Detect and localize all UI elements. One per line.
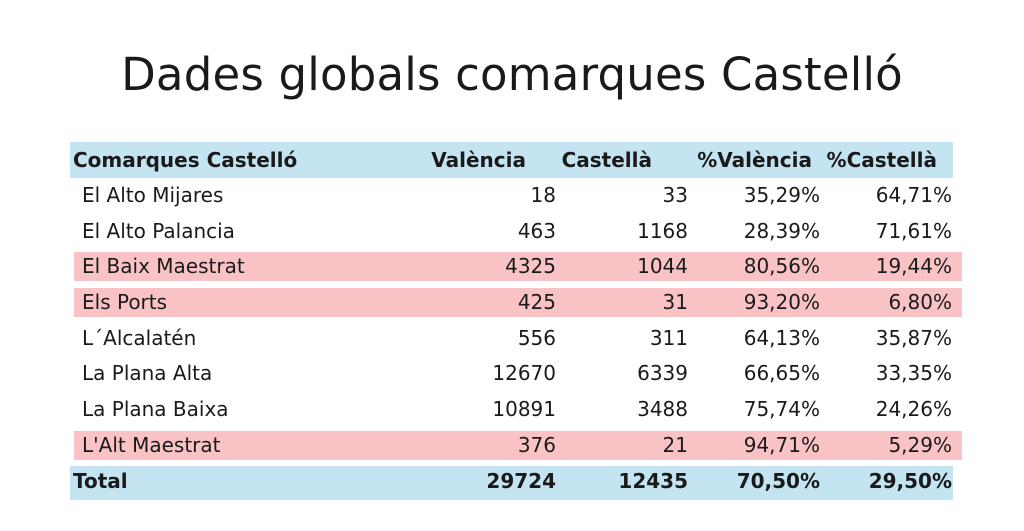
total-pct-castella: 29,50% bbox=[868, 468, 952, 493]
column-header-comarques: Comarques Castelló bbox=[73, 148, 298, 172]
cell-pct-castella: 71,61% bbox=[875, 218, 952, 243]
table-row: El Alto Palancia 463 1168 28,39% 71,61% bbox=[70, 214, 962, 250]
cell-pct-valencia: 94,71% bbox=[743, 432, 820, 457]
table-row: El Alto Mijares 18 33 35,29% 64,71% bbox=[70, 178, 962, 214]
cell-pct-valencia: 28,39% bbox=[743, 218, 820, 243]
column-header-castella: Castellà bbox=[561, 148, 652, 172]
cell-pct-valencia: 64,13% bbox=[743, 325, 820, 350]
cell-pct-castella: 5,29% bbox=[888, 432, 952, 457]
cell-castella: 21 bbox=[662, 432, 688, 457]
cell-valencia: 4325 bbox=[505, 254, 556, 279]
table-row: Els Ports 425 31 93,20% 6,80% bbox=[70, 285, 962, 321]
total-castella: 12435 bbox=[618, 468, 688, 493]
cell-castella: 1168 bbox=[637, 218, 688, 243]
cell-valencia: 10891 bbox=[492, 397, 556, 422]
cell-castella: 311 bbox=[649, 325, 688, 350]
column-header-valencia: València bbox=[431, 148, 526, 172]
cell-comarca: El Alto Palancia bbox=[82, 218, 235, 243]
cell-pct-castella: 33,35% bbox=[875, 361, 952, 386]
cell-comarca: L'Alt Maestrat bbox=[82, 432, 221, 457]
total-background bbox=[70, 465, 953, 500]
cell-castella: 1044 bbox=[637, 254, 688, 279]
cell-comarca: La Plana Baixa bbox=[82, 397, 229, 422]
total-label: Total bbox=[73, 468, 128, 493]
cell-pct-valencia: 35,29% bbox=[743, 183, 820, 207]
cell-pct-castella: 24,26% bbox=[875, 397, 952, 422]
cell-valencia: 12670 bbox=[492, 361, 556, 386]
cell-pct-castella: 19,44% bbox=[875, 254, 952, 279]
row-highlight bbox=[74, 252, 962, 282]
table-header-row: Comarques Castelló València Castellà %Va… bbox=[70, 142, 962, 178]
total-row: Total 29724 12435 70,50% 29,50% bbox=[70, 464, 962, 500]
column-header-pct-valencia: %València bbox=[697, 148, 812, 172]
cell-pct-castella: 35,87% bbox=[875, 325, 952, 350]
cell-comarca: El Baix Maestrat bbox=[82, 254, 245, 279]
cell-comarca: L´Alcalatén bbox=[82, 325, 197, 350]
data-table: Comarques Castelló València Castellà %Va… bbox=[70, 142, 962, 500]
cell-pct-valencia: 80,56% bbox=[743, 254, 820, 279]
table-row: La Plana Baixa 10891 3488 75,74% 24,26% bbox=[70, 392, 962, 428]
cell-comarca: Els Ports bbox=[82, 290, 168, 315]
cell-castella: 31 bbox=[662, 290, 688, 315]
table-row: La Plana Alta 12670 6339 66,65% 33,35% bbox=[70, 356, 962, 392]
cell-pct-castella: 6,80% bbox=[888, 290, 952, 315]
table-body: El Alto Mijares 18 33 35,29% 64,71% El Alto P… bbox=[70, 178, 962, 464]
cell-valencia: 463 bbox=[517, 218, 556, 243]
cell-comarca: La Plana Alta bbox=[82, 361, 213, 386]
row-highlight bbox=[74, 288, 962, 318]
cell-pct-castella: 64,71% bbox=[875, 183, 952, 207]
cell-castella: 33 bbox=[662, 183, 688, 207]
total-valencia: 29724 bbox=[486, 468, 556, 493]
cell-pct-valencia: 93,20% bbox=[743, 290, 820, 315]
cell-castella: 6339 bbox=[637, 361, 688, 386]
cell-valencia: 425 bbox=[517, 290, 556, 315]
total-pct-valencia: 70,50% bbox=[736, 468, 820, 493]
page-title: Dades globals comarques Castelló bbox=[121, 48, 903, 101]
cell-valencia: 18 bbox=[530, 183, 556, 207]
table-row: El Baix Maestrat 4325 1044 80,56% 19,44% bbox=[70, 249, 962, 285]
cell-pct-valencia: 66,65% bbox=[743, 361, 820, 386]
cell-valencia: 556 bbox=[517, 325, 556, 350]
header-background bbox=[70, 142, 953, 178]
cell-valencia: 376 bbox=[517, 432, 556, 457]
cell-castella: 3488 bbox=[637, 397, 688, 422]
table-row: L'Alt Maestrat 376 21 94,71% 5,29% bbox=[70, 428, 962, 464]
row-highlight bbox=[74, 430, 962, 460]
table-row: L´Alcalatén 556 311 64,13% 35,87% bbox=[70, 321, 962, 357]
cell-comarca: El Alto Mijares bbox=[82, 183, 224, 207]
cell-pct-valencia: 75,74% bbox=[743, 397, 820, 422]
column-header-pct-castella: %Castellà bbox=[826, 148, 937, 172]
